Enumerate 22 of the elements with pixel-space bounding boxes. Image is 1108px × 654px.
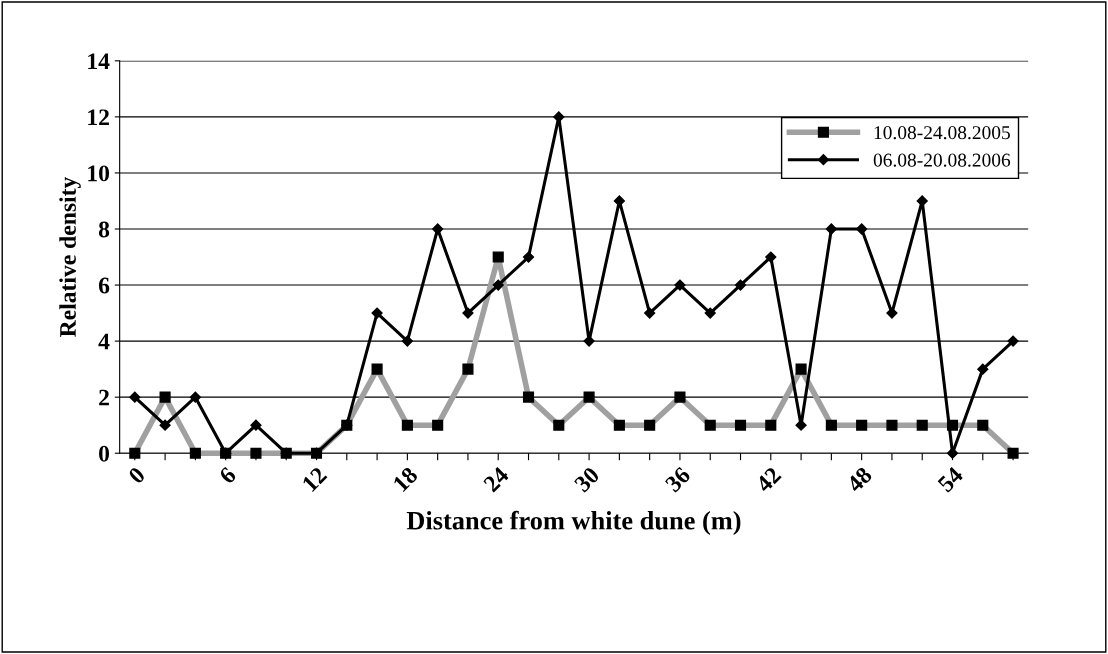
legend-label: 10.08-24.08.2005 [874,126,1010,140]
x-tick-label: 12 [301,466,328,492]
y-tick-label: 0 [99,445,110,462]
y-tick-label: 12 [88,109,109,126]
y-tick-label: 2 [99,389,109,406]
x-tick-label: 42 [754,466,782,494]
y-tick-label: 8 [98,221,110,238]
x-tick-label: 18 [392,466,419,493]
x-axis-title: Distance from white dune (m) [406,510,741,535]
x-tick-label: 54 [937,465,964,493]
y-tick-label: 14 [88,53,110,70]
y-tick-label: 4 [98,333,110,350]
x-tick-label: 6 [218,466,237,485]
y-tick-label: 10 [88,165,110,182]
x-tick-label: 0 [127,466,146,485]
legend-label: 06.08-20.08.2006 [873,153,1011,167]
x-tick-label: 30 [573,466,601,493]
x-tick-label: 48 [845,466,873,494]
x-tick-label: 36 [664,466,692,493]
x-tick-label: 24 [482,465,510,493]
y-axis-title: Relative density [59,176,81,337]
y-tick-label: 6 [98,277,110,294]
